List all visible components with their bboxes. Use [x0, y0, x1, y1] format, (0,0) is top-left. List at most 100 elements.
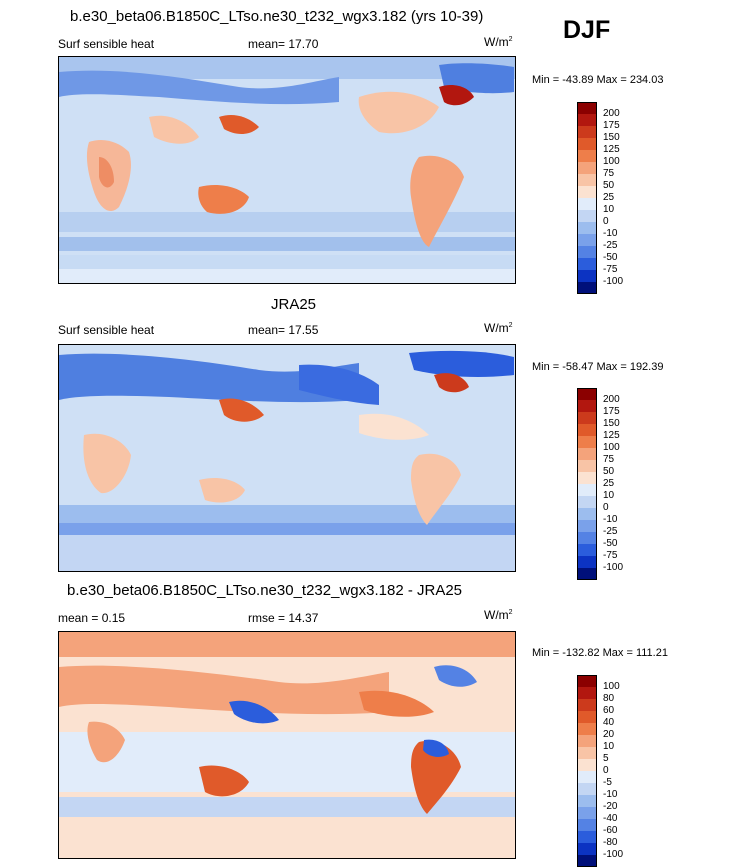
panel2-units: W/m2 [484, 321, 513, 335]
panel1-units: W/m2 [484, 35, 513, 49]
colorbar-swatch [577, 819, 597, 831]
colorbar-tick-label: 200 [603, 394, 620, 405]
colorbar-swatch [577, 472, 597, 484]
colorbar-swatch [577, 126, 597, 138]
colorbar-swatch [577, 460, 597, 472]
colorbar-swatch [577, 520, 597, 532]
season-label: DJF [563, 16, 611, 44]
colorbar-swatch [577, 436, 597, 448]
panel1-map [58, 56, 516, 284]
colorbar-tick-label: 5 [603, 753, 609, 764]
colorbar-tick-label: 25 [603, 478, 615, 489]
colorbar-tick-label: -40 [603, 813, 618, 824]
panel1-title: b.e30_beta06.B1850C_LTso.ne30_t232_wgx3.… [70, 8, 484, 25]
colorbar-tick-label: -60 [603, 825, 618, 836]
panel2-minmax: Min = -58.47 Max = 192.39 [532, 361, 664, 373]
panel3-rmse: rmse = 14.37 [248, 611, 319, 625]
colorbar-swatch [577, 412, 597, 424]
colorbar-tick-label: 0 [603, 216, 609, 227]
panel1-variable: Surf sensible heat [58, 37, 155, 51]
colorbar-tick-label: 125 [603, 144, 620, 155]
colorbar-tick-label: -75 [603, 550, 618, 561]
panel2-variable: Surf sensible heat [58, 323, 155, 337]
colorbar-swatch [577, 532, 597, 544]
colorbar-tick-label: -50 [603, 252, 618, 263]
colorbar-tick-label: 175 [603, 120, 620, 131]
colorbar-tick-label: 150 [603, 132, 620, 143]
colorbar-tick-label: 125 [603, 430, 620, 441]
colorbar-swatch [577, 246, 597, 258]
colorbar-tick-label: 100 [603, 442, 620, 453]
colorbar-tick-label: 0 [603, 502, 609, 513]
colorbar-tick-label: 20 [603, 729, 615, 740]
colorbar-tick-label: 40 [603, 717, 615, 728]
colorbar-swatch [577, 400, 597, 412]
colorbar-swatch [577, 198, 597, 210]
colorbar-tick-label: -75 [603, 264, 618, 275]
colorbar-tick-label: -10 [603, 514, 618, 525]
colorbar-swatch [577, 222, 597, 234]
colorbar-swatch [577, 735, 597, 747]
colorbar-tick-label: 0 [603, 765, 609, 776]
colorbar-tick-label: 25 [603, 192, 615, 203]
colorbar-tick-label: 100 [603, 156, 620, 167]
colorbar-swatch [577, 186, 597, 198]
colorbar-tick-label: 80 [603, 693, 615, 704]
panel2-map [58, 344, 516, 572]
panel1-minmax: Min = -43.89 Max = 234.03 [532, 74, 664, 86]
colorbar-tick-label: -5 [603, 777, 612, 788]
colorbar-swatch [577, 388, 597, 400]
colorbar-swatch [577, 114, 597, 126]
colorbar-swatch [577, 496, 597, 508]
colorbar-swatch [577, 783, 597, 795]
colorbar-swatch [577, 687, 597, 699]
colorbar-tick-label: -100 [603, 849, 624, 860]
panel3-mean: mean = 0.15 [58, 611, 126, 625]
colorbar-tick-label: 75 [603, 454, 615, 465]
colorbar-swatch [577, 556, 597, 568]
colorbar-tick-label: -25 [603, 240, 618, 251]
colorbar-tick-label: 10 [603, 741, 615, 752]
colorbar-tick-label: 10 [603, 490, 615, 501]
colorbar-swatch [577, 282, 597, 294]
panel2-title: JRA25 [271, 296, 317, 313]
colorbar-swatch [577, 711, 597, 723]
colorbar-swatch [577, 759, 597, 771]
colorbar-swatch [577, 150, 597, 162]
colorbar-tick-label: -20 [603, 801, 618, 812]
colorbar-swatch [577, 424, 597, 436]
colorbar-swatch [577, 258, 597, 270]
colorbar-swatch [577, 484, 597, 496]
colorbar-swatch [577, 699, 597, 711]
colorbar-swatch [577, 795, 597, 807]
colorbar-swatch [577, 162, 597, 174]
colorbar-tick-label: 175 [603, 406, 620, 417]
colorbar-swatch [577, 508, 597, 520]
colorbar-tick-label: -80 [603, 837, 618, 848]
colorbar-swatch [577, 675, 597, 687]
colorbar-tick-label: -50 [603, 538, 618, 549]
panel3-minmax: Min = -132.82 Max = 111.21 [532, 647, 668, 659]
colorbar-swatch [577, 138, 597, 150]
colorbar-swatch [577, 843, 597, 855]
panel1-map-svg [59, 57, 515, 283]
colorbar-tick-label: 75 [603, 168, 615, 179]
colorbar-swatch [577, 544, 597, 556]
colorbar-tick-label: -25 [603, 526, 618, 537]
colorbar-tick-label: 50 [603, 180, 615, 191]
colorbar-swatch [577, 234, 597, 246]
colorbar-tick-label: -100 [603, 562, 624, 573]
colorbar-tick-label: 100 [603, 681, 620, 692]
colorbar-tick-label: 60 [603, 705, 615, 716]
panel2-map-svg [59, 345, 515, 571]
panel3-map-svg [59, 632, 515, 858]
colorbar-swatch [577, 210, 597, 222]
colorbar-swatch [577, 568, 597, 580]
colorbar-tick-label: 150 [603, 418, 620, 429]
panel2-mean: mean= 17.55 [248, 323, 319, 337]
colorbar-swatch [577, 448, 597, 460]
colorbar-swatch [577, 747, 597, 759]
panel1-mean: mean= 17.70 [248, 37, 319, 51]
colorbar-tick-label: -10 [603, 789, 618, 800]
colorbar-tick-label: 200 [603, 108, 620, 119]
